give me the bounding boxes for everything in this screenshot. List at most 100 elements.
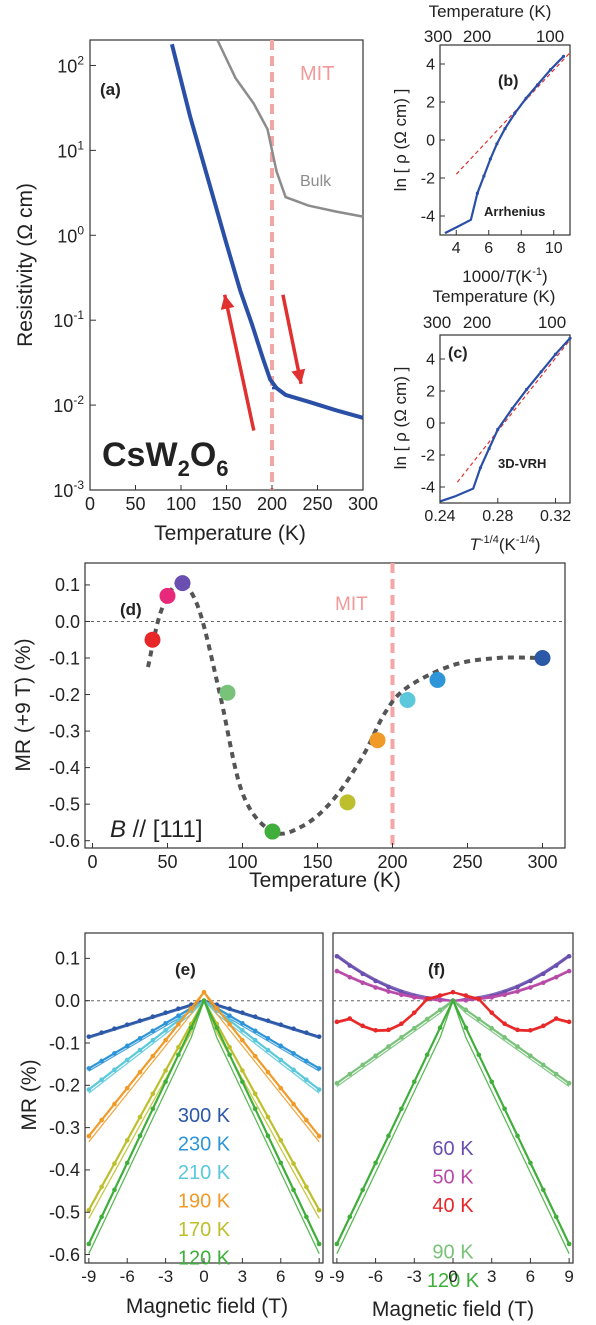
mr-curve bbox=[336, 991, 570, 1032]
data-point bbox=[496, 427, 500, 431]
mr-point bbox=[334, 968, 340, 974]
panel-e-xtick-label: -9 bbox=[81, 1267, 96, 1286]
mr-point bbox=[240, 1079, 245, 1085]
panel-d-ytick-label: 0.1 bbox=[55, 575, 80, 595]
mr-point bbox=[386, 1027, 391, 1033]
mr-point bbox=[252, 1037, 258, 1043]
panel-d-frame bbox=[84, 562, 566, 849]
mr-point bbox=[489, 995, 495, 1000]
mr-point bbox=[124, 1043, 130, 1049]
panel-a-ytick-label: 101 bbox=[57, 138, 84, 161]
legend-label: 230 K bbox=[178, 1134, 231, 1156]
mr-point bbox=[304, 1077, 309, 1082]
mr-point bbox=[252, 1091, 258, 1097]
panel-b-annotation: Arrhenius bbox=[484, 204, 545, 219]
panel-b-ytick-label: 2 bbox=[426, 95, 435, 112]
mr-point bbox=[150, 1053, 156, 1059]
mr-curve-return bbox=[336, 991, 570, 1033]
mr-curve-return bbox=[336, 969, 570, 1002]
panel-e-xtick-label: -6 bbox=[120, 1267, 135, 1286]
mr-point bbox=[124, 1057, 130, 1063]
mr-point bbox=[476, 1016, 482, 1022]
legend-label: 60 K bbox=[432, 1138, 474, 1160]
mr-point bbox=[489, 1025, 495, 1031]
panel-d-ytick-label: -0.4 bbox=[49, 758, 80, 778]
panel-a-xtick-label: 150 bbox=[211, 494, 241, 514]
mr-point bbox=[566, 1080, 572, 1086]
panel-e-ytick-label: -0.4 bbox=[49, 1160, 80, 1180]
data-point bbox=[144, 631, 161, 648]
data-point bbox=[429, 671, 446, 688]
panel-b-xlabel: 1000/T(K-1) bbox=[462, 266, 547, 286]
panel-a-bulk-label: Bulk bbox=[300, 173, 332, 190]
panel-d-xtick-label: 100 bbox=[227, 852, 257, 872]
mr-point bbox=[528, 1027, 533, 1033]
panel-b-ylabel: ln [ ρ (Ω cm) ] bbox=[391, 89, 410, 192]
panel-c-top-tick-300: 300 bbox=[423, 313, 451, 332]
mr-point bbox=[176, 1006, 181, 1011]
mr-point bbox=[227, 1006, 232, 1011]
mr-point bbox=[476, 996, 482, 1002]
mr-point bbox=[360, 1062, 365, 1068]
panel-d-xtick-label: 300 bbox=[527, 852, 557, 872]
data-point bbox=[534, 650, 551, 666]
mr-point bbox=[304, 1030, 309, 1035]
panel-a-ytick-label: 10-3 bbox=[53, 478, 84, 501]
mr-point bbox=[163, 1068, 168, 1073]
mr-point bbox=[528, 985, 533, 990]
panel-d-ytick-label: -0.3 bbox=[49, 721, 80, 741]
mr-point bbox=[99, 1030, 104, 1035]
mr-point bbox=[541, 1062, 546, 1068]
mr-curve bbox=[336, 999, 570, 1085]
mr-point bbox=[399, 1106, 404, 1112]
mr-point bbox=[360, 980, 365, 986]
panel-a-mit-label: MIT bbox=[300, 63, 334, 85]
mr-point bbox=[99, 1077, 104, 1082]
data-point bbox=[488, 157, 492, 161]
panel-b-xtick-label: 4 bbox=[452, 240, 461, 257]
mr-point bbox=[112, 1187, 117, 1193]
panel-d-mit-label: MIT bbox=[335, 594, 368, 615]
mr-point bbox=[437, 1007, 443, 1013]
panel-d-xtick-label: 150 bbox=[302, 852, 332, 872]
mr-point bbox=[188, 1025, 194, 1031]
mr-point bbox=[316, 1087, 322, 1092]
mr-curve bbox=[88, 999, 320, 1091]
panel-a: (a) MIT Bulk CsW2O6 0 50 100 150 200 250 300 1… bbox=[14, 39, 378, 545]
mr-point bbox=[163, 1037, 168, 1043]
legend-label: 300 K bbox=[178, 1105, 231, 1127]
mr-point bbox=[502, 992, 507, 998]
legend-label: 40 K bbox=[432, 1195, 474, 1217]
legend-label: 90 K bbox=[432, 1242, 474, 1264]
panel-c-ytick-label: 0 bbox=[426, 416, 435, 433]
mr-point bbox=[424, 1052, 430, 1058]
data-point bbox=[524, 96, 528, 100]
mr-point bbox=[278, 1057, 284, 1063]
mr-point bbox=[502, 1035, 507, 1040]
mr-point bbox=[291, 1101, 296, 1107]
mr-point bbox=[541, 1023, 546, 1029]
mr-point bbox=[347, 1071, 353, 1077]
mr-point bbox=[240, 1020, 245, 1026]
mr-point bbox=[437, 1025, 443, 1031]
legend-label: 170 K bbox=[178, 1219, 231, 1241]
mr-point bbox=[150, 1028, 156, 1034]
panel-d-ylabel: MR (+9 T) (%) bbox=[12, 638, 35, 771]
mr-point bbox=[515, 1133, 520, 1139]
mr-point bbox=[347, 963, 353, 968]
mr-point bbox=[265, 1114, 271, 1120]
panel-a-xlabel: Temperature (K) bbox=[154, 522, 306, 545]
panel-b-ytick-label: -4 bbox=[421, 209, 435, 226]
mr-curve bbox=[88, 999, 320, 1038]
mr-point bbox=[316, 1133, 322, 1139]
fit-line bbox=[456, 339, 571, 483]
mr-point bbox=[566, 1241, 572, 1247]
mr-point bbox=[553, 1214, 559, 1220]
mr-curve bbox=[336, 970, 570, 1002]
panel-f-xtick-label: 6 bbox=[526, 1267, 535, 1286]
mr-point bbox=[450, 989, 456, 995]
data-point bbox=[264, 823, 281, 840]
panel-c-ytick-label: 4 bbox=[426, 352, 435, 369]
mr-point bbox=[137, 1035, 143, 1041]
mr-point bbox=[373, 978, 378, 984]
